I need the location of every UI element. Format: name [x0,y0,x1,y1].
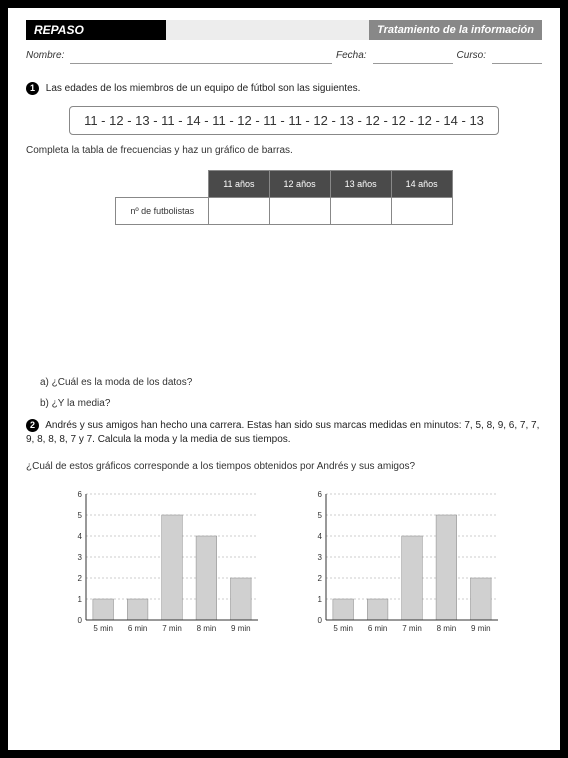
svg-text:6: 6 [78,490,83,499]
charts-row: 0 1 2 3 4 5 6 5 min 6 min 7 min 8 min 9 min 0 1 2 3 4 5 6… [26,488,542,638]
q1-instruction: Completa la tabla de frecuencias y haz u… [26,145,542,156]
q1-sub-b: b) ¿Y la media? [40,398,542,409]
chart-space [26,233,542,373]
cell-14[interactable] [391,198,452,225]
svg-text:6 min: 6 min [368,624,388,633]
q1-number: 1 [26,82,39,95]
question-2: 2 Andrés y sus amigos han hecho una carr… [26,419,542,447]
svg-text:8 min: 8 min [437,624,457,633]
cell-11[interactable] [209,198,269,225]
header-right: Tratamiento de la información [369,20,542,40]
cell-12[interactable] [269,198,330,225]
nombre-label: Nombre: [26,50,66,64]
q1-data-box: 11 - 12 - 13 - 11 - 14 - 11 - 12 - 11 - … [69,106,499,135]
svg-text:5 min: 5 min [333,624,353,633]
svg-text:7 min: 7 min [402,624,422,633]
q2-sub: ¿Cuál de estos gráficos corresponde a lo… [26,461,542,472]
fecha-field[interactable] [373,50,453,64]
th-11: 11 años [209,171,269,198]
q2-text: Andrés y sus amigos han hecho una carrer… [26,420,539,445]
nombre-field[interactable] [70,50,332,64]
svg-text:5: 5 [78,511,83,520]
q2-number: 2 [26,419,39,432]
svg-text:6: 6 [318,490,323,499]
header-left: REPASO [26,20,166,40]
worksheet-page: REPASO Tratamiento de la información Nom… [8,8,560,750]
svg-text:0: 0 [78,616,83,625]
q1-text: Las edades de los miembros de un equipo … [46,83,361,94]
curso-field[interactable] [492,50,542,64]
svg-text:4: 4 [78,532,83,541]
svg-text:1: 1 [78,595,83,604]
cell-13[interactable] [330,198,391,225]
svg-text:9 min: 9 min [471,624,491,633]
svg-text:7 min: 7 min [162,624,182,633]
svg-text:4: 4 [318,532,323,541]
fecha-label: Fecha: [336,50,369,64]
svg-text:3: 3 [78,553,83,562]
svg-text:3: 3 [318,553,323,562]
th-12: 12 años [269,171,330,198]
svg-text:2: 2 [318,574,323,583]
header-spacer [166,20,369,40]
q1-sub-a: a) ¿Cuál es la moda de los datos? [40,377,542,388]
chart-a: 0 1 2 3 4 5 6 5 min 6 min 7 min 8 min 9 min [64,488,264,638]
svg-text:5 min: 5 min [93,624,113,633]
th-14: 14 años [391,171,452,198]
svg-text:2: 2 [78,574,83,583]
svg-text:5: 5 [318,511,323,520]
row-label: nº de futbolistas [116,198,209,225]
frequency-table: 11 años 12 años 13 años 14 años nº de fu… [115,170,452,225]
question-1: 1 Las edades de los miembros de un equip… [26,82,542,96]
header-bar: REPASO Tratamiento de la información [26,20,542,40]
chart-b: 0 1 2 3 4 5 6 5 min 6 min 7 min 8 min 9 min [304,488,504,638]
name-line: Nombre: Fecha: Curso: [26,50,542,64]
svg-text:6 min: 6 min [128,624,148,633]
th-13: 13 años [330,171,391,198]
curso-label: Curso: [457,50,488,64]
svg-text:9 min: 9 min [231,624,251,633]
svg-text:0: 0 [318,616,323,625]
svg-text:1: 1 [318,595,323,604]
svg-text:8 min: 8 min [197,624,217,633]
